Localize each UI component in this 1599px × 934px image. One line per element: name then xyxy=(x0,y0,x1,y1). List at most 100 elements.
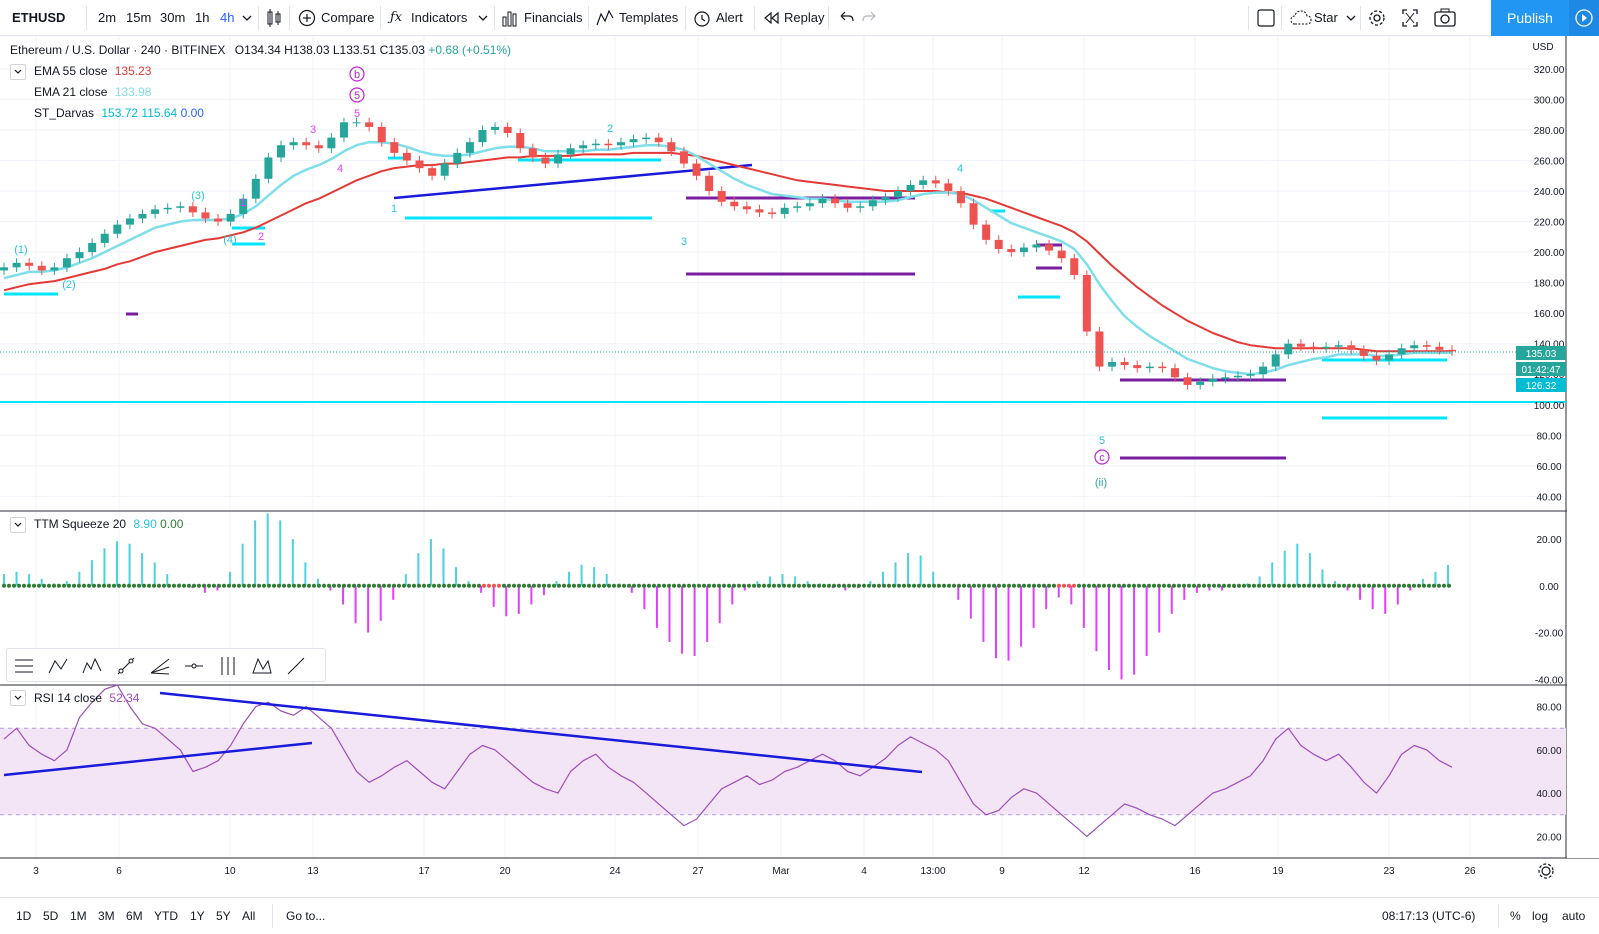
interval-dropdown-icon[interactable] xyxy=(242,0,252,36)
ttm-collapse-button[interactable] xyxy=(10,517,26,533)
abc-pattern-icon[interactable] xyxy=(47,655,69,677)
camera-icon[interactable] xyxy=(1434,0,1456,36)
goto-button[interactable]: Go to... xyxy=(286,909,326,923)
candle-body xyxy=(717,191,726,202)
publish-button[interactable]: Publish xyxy=(1491,0,1569,36)
range-5y[interactable]: 5Y xyxy=(216,909,231,923)
ttm-squeeze-dot xyxy=(1177,583,1181,588)
xabcd-pattern-icon[interactable] xyxy=(251,655,273,677)
time-tick-label: 16 xyxy=(1189,866,1201,877)
ttm-squeeze-dot xyxy=(522,583,526,588)
ttm-squeeze-dot xyxy=(237,583,241,588)
cloud-icon[interactable] xyxy=(1290,0,1312,36)
ttm-squeeze-dot xyxy=(1352,583,1356,588)
compare-button[interactable]: Compare xyxy=(321,10,375,25)
ema55-legend[interactable]: EMA 55 close 135.23 xyxy=(34,64,151,78)
candle-body xyxy=(402,152,411,161)
interval-2m[interactable]: 2m xyxy=(98,10,117,25)
auto-toggle[interactable]: auto xyxy=(1562,909,1586,923)
replay-icon[interactable] xyxy=(763,0,779,36)
ttm-squeeze-dot xyxy=(1417,583,1421,588)
ema21-legend[interactable]: EMA 21 close 133.98 xyxy=(34,85,151,99)
ttm-squeeze-dot xyxy=(1312,583,1316,588)
divider xyxy=(754,6,755,30)
ttm-tick-label: -20.00 xyxy=(1535,629,1564,640)
ttm-squeeze-dot xyxy=(657,583,661,588)
publish-play-button[interactable] xyxy=(1569,0,1599,36)
ttm-squeeze-dot xyxy=(562,583,566,588)
financials-button[interactable]: Financials xyxy=(524,10,583,25)
replay-button[interactable]: Replay xyxy=(784,10,825,25)
undo-icon[interactable] xyxy=(838,0,854,36)
redo-icon[interactable] xyxy=(862,0,878,36)
range-5d[interactable]: 5D xyxy=(43,909,59,923)
ema55-value: 135.23 xyxy=(114,64,152,78)
horizontal-ray-icon[interactable] xyxy=(183,655,205,677)
interval-30m[interactable]: 30m xyxy=(160,10,186,25)
percent-toggle[interactable]: % xyxy=(1510,909,1521,923)
star-dropdown-icon[interactable] xyxy=(1346,0,1356,36)
line-tool-icon[interactable] xyxy=(285,655,307,677)
parallel-channel-icon[interactable] xyxy=(217,655,239,677)
star-button[interactable]: Star xyxy=(1314,10,1338,25)
compare-icon[interactable] xyxy=(298,0,316,36)
range-1m[interactable]: 1M xyxy=(70,909,87,923)
candle-body xyxy=(755,209,764,213)
indicators-button[interactable]: Indicators xyxy=(411,10,468,25)
templates-icon[interactable] xyxy=(596,0,614,36)
candle-body xyxy=(226,213,235,222)
ttm-squeeze-dot xyxy=(487,583,491,588)
interval-15m[interactable]: 15m xyxy=(126,10,152,25)
candle-body xyxy=(1070,258,1079,275)
elliott-wave-icon[interactable] xyxy=(81,655,103,677)
indicators-dropdown-icon[interactable] xyxy=(478,0,488,36)
candle-body xyxy=(1334,345,1343,347)
alert-button[interactable]: Alert xyxy=(716,10,743,25)
legend-collapse-button[interactable] xyxy=(10,64,26,80)
ttm-squeeze-dot xyxy=(687,583,691,588)
time-tick-label: 19 xyxy=(1272,866,1284,877)
ttm-squeeze-dot xyxy=(1267,583,1271,588)
range-ytd[interactable]: YTD xyxy=(154,909,178,923)
indicators-icon[interactable]: ƒx xyxy=(390,10,403,25)
range-3m[interactable]: 3M xyxy=(98,909,115,923)
chart-area[interactable]: (1) (2) (3) (4) 1 2 3 4 5 1 2 3 4 5 (ii) b 5 c USD 320.00 3… xyxy=(0,36,1599,897)
candles-icon[interactable] xyxy=(266,0,282,36)
ttm-squeeze-dot xyxy=(717,583,721,588)
candle-body xyxy=(25,262,34,266)
log-toggle[interactable]: log xyxy=(1532,909,1549,923)
layout-icon[interactable] xyxy=(1257,0,1275,36)
fib-tool-icon[interactable] xyxy=(13,655,35,677)
rsi-legend[interactable]: RSI 14 close 52.34 xyxy=(34,691,139,705)
pitchfork-icon[interactable] xyxy=(149,655,171,677)
ttm-squeeze-dot xyxy=(1327,583,1331,588)
ttm-squeeze-dot xyxy=(1047,583,1051,588)
rsi-collapse-button[interactable] xyxy=(10,690,26,706)
interval-1h[interactable]: 1h xyxy=(195,10,210,25)
ttm-squeeze-dot xyxy=(152,583,156,588)
ttm-legend[interactable]: TTM Squeeze 20 8.90 0.00 xyxy=(34,517,183,531)
ttm-squeeze-dot xyxy=(1377,583,1381,588)
trend-line-icon[interactable] xyxy=(115,655,137,677)
clock-readout[interactable]: 08:17:13 (UTC-6) xyxy=(1382,909,1476,923)
gear-icon[interactable] xyxy=(1367,0,1387,36)
ttm-squeeze-dot xyxy=(967,583,971,588)
ttm-squeeze-dot xyxy=(532,583,536,588)
ttm-squeeze-dot xyxy=(577,583,581,588)
ttm-squeeze-dot xyxy=(1027,583,1031,588)
alert-icon[interactable] xyxy=(693,0,711,36)
financials-icon[interactable] xyxy=(501,0,519,36)
candle-body xyxy=(591,143,600,146)
fullscreen-icon[interactable] xyxy=(1401,0,1419,36)
price-tick-label: 80.00 xyxy=(1536,431,1561,442)
symbol-search[interactable]: ETHUSD xyxy=(12,10,66,25)
interval-4h[interactable]: 4h xyxy=(220,10,235,25)
range-all[interactable]: All xyxy=(242,909,256,923)
templates-button[interactable]: Templates xyxy=(619,10,679,25)
range-1d[interactable]: 1D xyxy=(16,909,32,923)
range-6m[interactable]: 6M xyxy=(126,909,143,923)
candle-body xyxy=(1196,381,1205,385)
range-1y[interactable]: 1Y xyxy=(190,909,205,923)
darvas-legend[interactable]: ST_Darvas 153.72 115.64 0.00 xyxy=(34,106,204,120)
